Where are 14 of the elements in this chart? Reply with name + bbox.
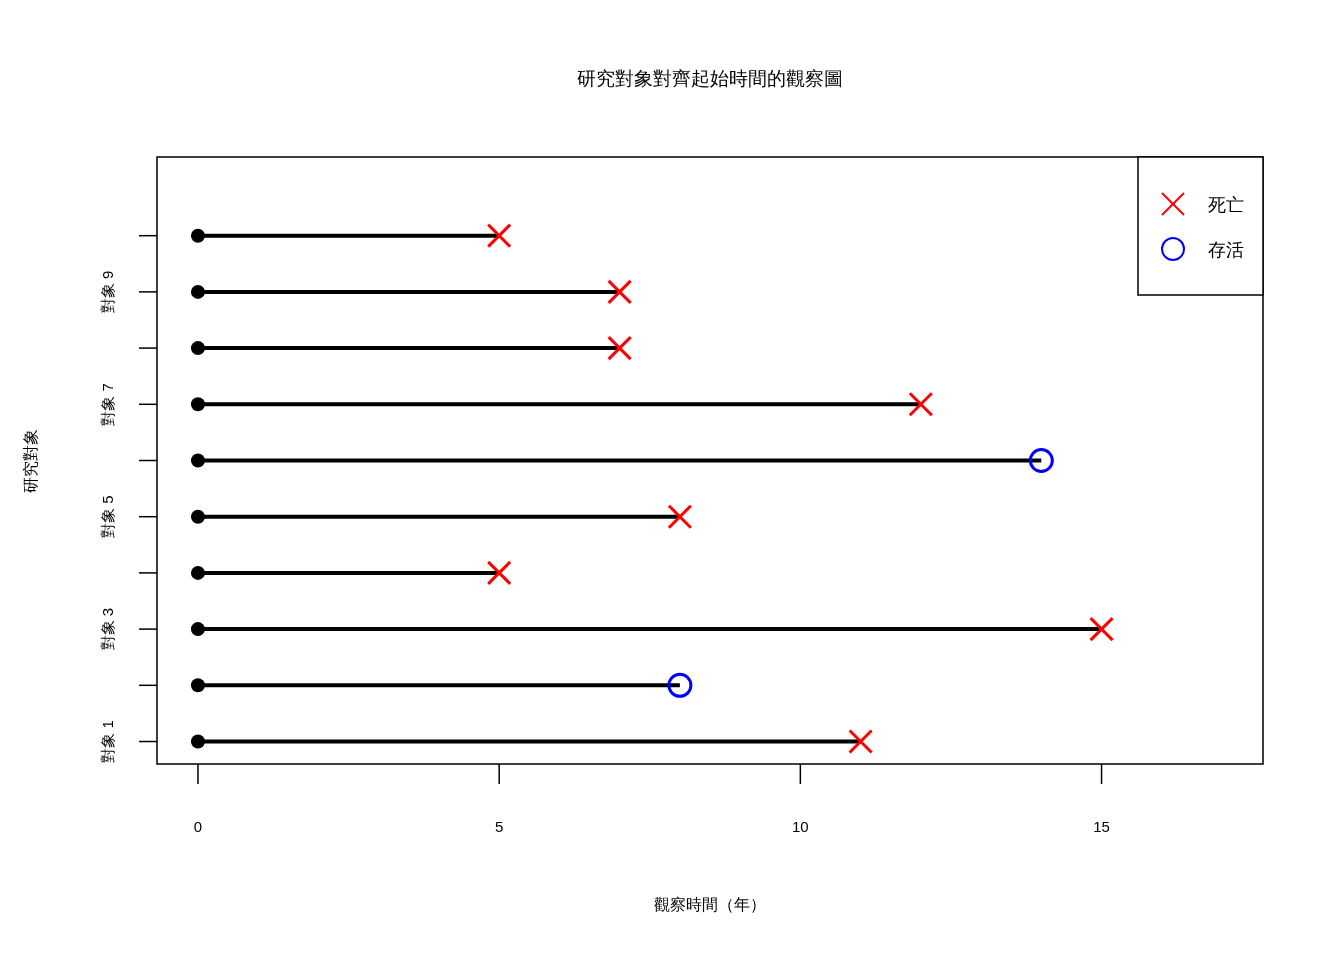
legend-label: 死亡 [1208,194,1244,215]
x-tick-label: 0 [193,818,203,835]
y-tick-label: 對象 5 [99,495,116,538]
y-tick-label: 對象 1 [99,720,116,763]
x-tick-label: 10 [792,818,809,835]
title: 研究對象對齊起始時間的觀察圖 [577,68,843,89]
x-tick-label: 15 [1093,818,1110,835]
x-tick-label: 5 [494,818,504,835]
legend-label: 存活 [1208,239,1244,260]
y-tick-label: 對象 3 [99,607,116,651]
ylabel: 研究對象 [22,428,39,493]
y-tick-label: 對象 7 [99,383,116,426]
xlabel: 觀察時間（年） [654,896,766,913]
y-tick-label: 對象 9 [99,270,116,314]
